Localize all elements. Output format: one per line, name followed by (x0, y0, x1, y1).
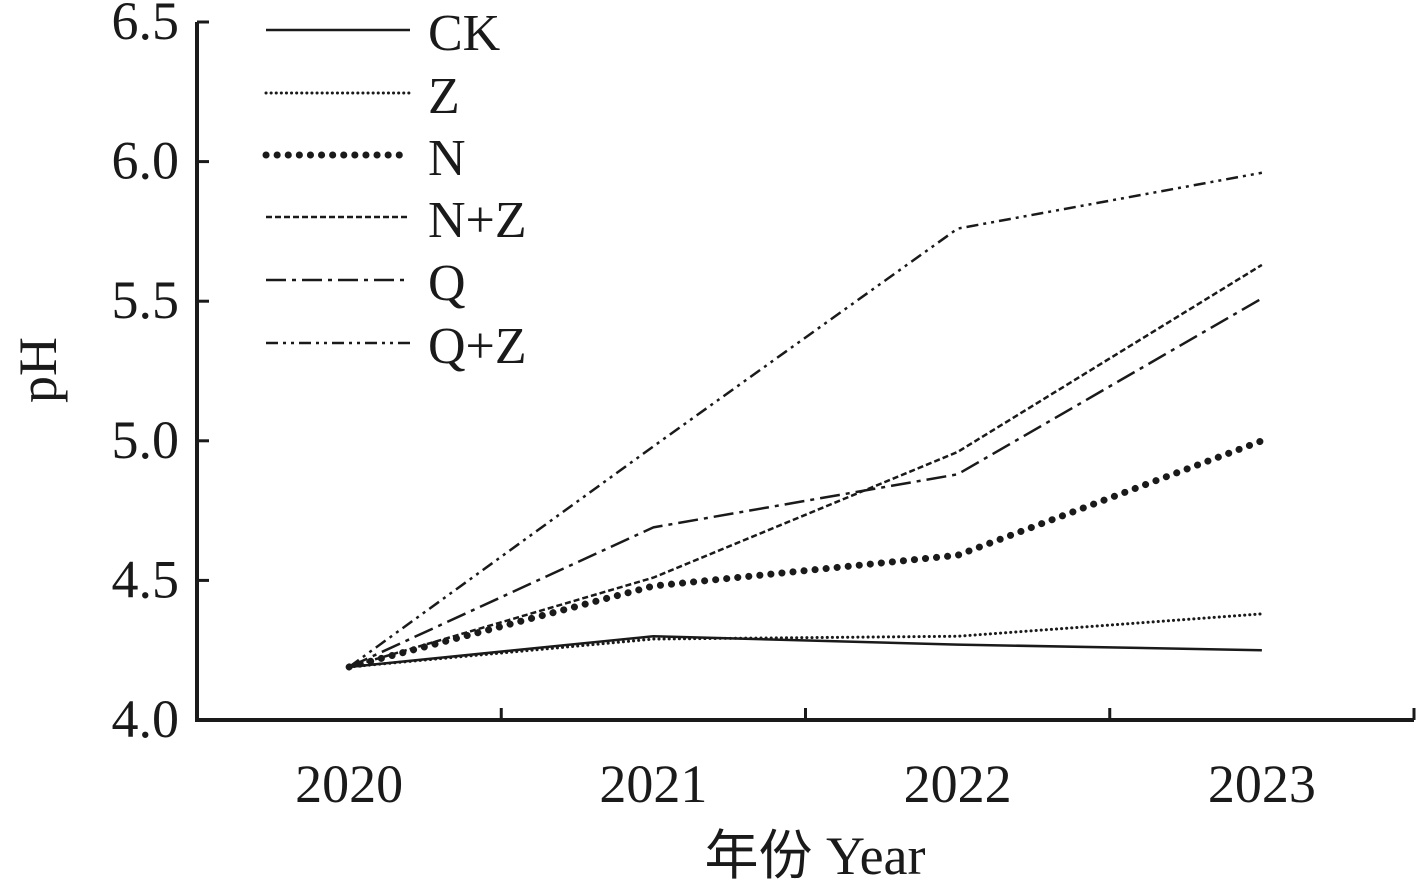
x-ticks: 2020 2021 2022 2023 (295, 708, 1416, 814)
legend-label-q: Q (428, 255, 466, 312)
legend: CK ZNN+Z Q Q+Z (262, 5, 527, 375)
x-axis-label: 年份 Year (704, 826, 925, 883)
legend-label-n: N (428, 130, 466, 187)
y-tick-label: 6.5 (112, 0, 180, 51)
y-tick-label: 5.0 (112, 410, 180, 470)
x-tick-label: 2021 (599, 754, 707, 814)
series-line-n-z (348, 263, 1263, 669)
y-tick-label: 5.5 (112, 270, 180, 330)
axes (195, 22, 1414, 722)
y-tick-label: 4.5 (112, 549, 180, 609)
series-line-q (348, 297, 1263, 669)
series-line-z (347, 612, 1264, 669)
legend-label-n-z: N+Z (428, 192, 527, 249)
y-tick-label: 6.0 (112, 131, 180, 191)
x-tick-label: 2022 (904, 754, 1012, 814)
x-tick-label: 2023 (1208, 754, 1316, 814)
legend-label-ck: CK (428, 5, 501, 62)
y-ticks: 4.0 4.5 5.0 5.5 6.0 6.5 (112, 0, 209, 749)
series-line-q-z (348, 171, 1263, 668)
legend-label-q-z: Q+Z (428, 318, 527, 375)
legend-label-z: Z (428, 68, 460, 125)
series-lines (345, 171, 1266, 671)
x-tick-label: 2020 (295, 754, 403, 814)
y-tick-label: 4.0 (112, 689, 180, 749)
series-line-n (345, 437, 1266, 671)
series-line-ck (348, 634, 1262, 669)
y-axis-label: pH (8, 337, 68, 403)
